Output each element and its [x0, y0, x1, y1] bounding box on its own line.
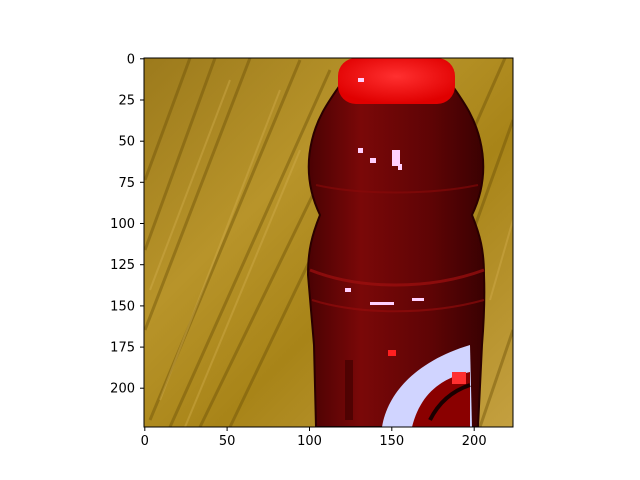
x-tick-label: 50: [219, 434, 236, 449]
axes-frame: [143, 57, 514, 428]
y-tick-label: 75: [118, 176, 135, 191]
y-tick-label: 0: [127, 52, 135, 67]
bottle-highlights: [345, 78, 424, 305]
x-tick-label: 150: [379, 434, 404, 449]
bottle-cap: [338, 58, 455, 104]
y-tick-label: 200: [110, 382, 135, 397]
x-tick-label: 0: [141, 434, 149, 449]
x-tick-label: 100: [297, 434, 322, 449]
x-tick-label: 200: [462, 434, 487, 449]
y-tick-label: 25: [118, 94, 135, 109]
x-axis: 0 50 100 150 200: [141, 427, 487, 449]
y-tick-label: 150: [110, 299, 135, 314]
y-axis: 0 25 50 75 100 125 150 175 200: [110, 52, 144, 397]
wood-highlights: [149, 79, 513, 427]
bottle-shape: [306, 84, 486, 427]
photo-image: [144, 58, 513, 427]
y-tick-label: 100: [110, 217, 135, 232]
y-tick-label: 175: [110, 341, 135, 356]
wood-grain: [144, 58, 513, 427]
y-tick-label: 125: [110, 258, 135, 273]
y-tick-label: 50: [118, 135, 135, 150]
